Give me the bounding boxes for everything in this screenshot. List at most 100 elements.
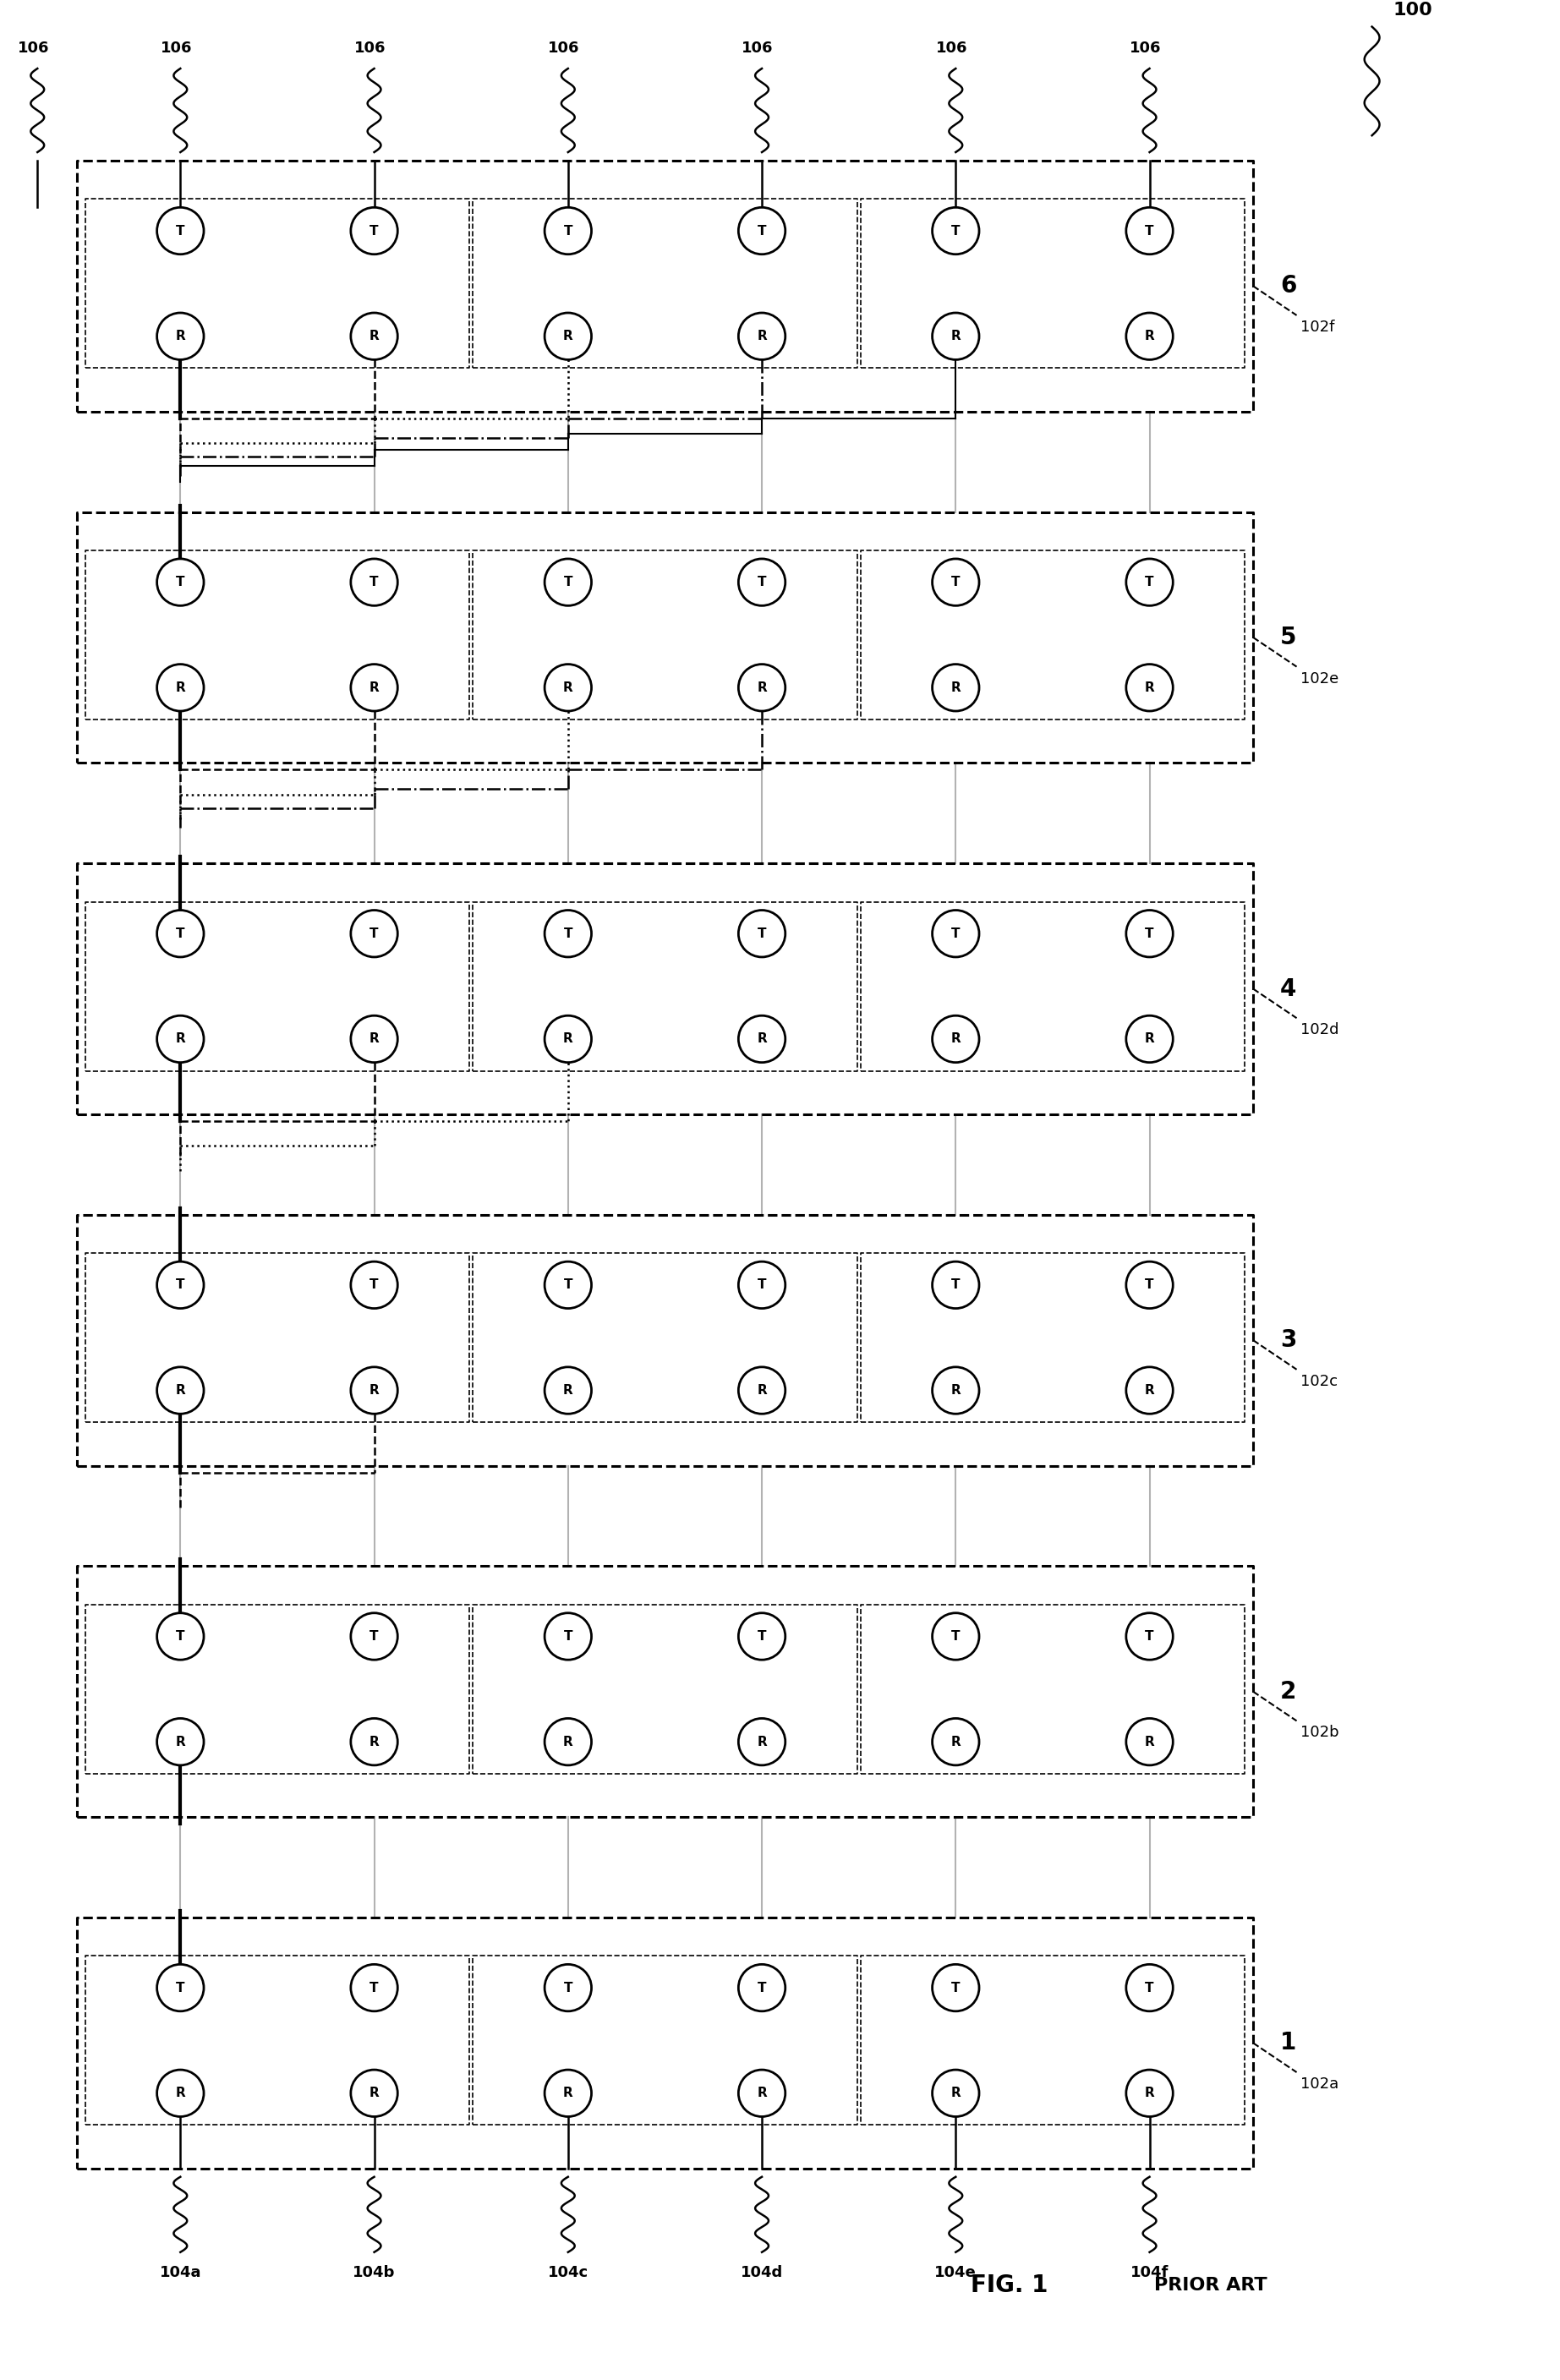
Circle shape	[933, 1016, 980, 1061]
Circle shape	[351, 1016, 398, 1061]
Text: T: T	[952, 224, 959, 238]
Text: R: R	[370, 1385, 379, 1397]
Circle shape	[351, 207, 398, 255]
Circle shape	[351, 312, 398, 359]
Circle shape	[544, 559, 591, 605]
Circle shape	[933, 909, 980, 957]
Text: T: T	[370, 576, 379, 588]
Text: 3: 3	[1279, 1328, 1296, 1352]
Circle shape	[1126, 1366, 1173, 1414]
Text: R: R	[563, 1033, 573, 1045]
Circle shape	[1126, 664, 1173, 712]
Text: T: T	[176, 928, 184, 940]
Text: 106: 106	[161, 40, 192, 57]
Text: 102b: 102b	[1301, 1726, 1340, 1740]
Text: T: T	[563, 1983, 573, 1994]
Text: R: R	[563, 2087, 573, 2099]
Text: 106: 106	[548, 40, 580, 57]
Text: R: R	[563, 331, 573, 343]
Text: PRIOR ART: PRIOR ART	[1154, 2278, 1267, 2294]
Text: R: R	[757, 331, 768, 343]
Circle shape	[158, 1366, 204, 1414]
Circle shape	[158, 909, 204, 957]
Text: R: R	[1145, 1033, 1154, 1045]
Circle shape	[933, 559, 980, 605]
Text: 6: 6	[1279, 274, 1296, 298]
Circle shape	[933, 1964, 980, 2011]
Text: T: T	[1145, 1278, 1154, 1292]
Circle shape	[738, 2071, 785, 2116]
Circle shape	[1126, 1261, 1173, 1309]
Text: T: T	[563, 1630, 573, 1642]
Text: R: R	[1145, 1385, 1154, 1397]
Text: 104b: 104b	[353, 2266, 396, 2280]
Text: T: T	[370, 1983, 379, 1994]
Circle shape	[1126, 559, 1173, 605]
Circle shape	[351, 559, 398, 605]
Text: 104d: 104d	[741, 2266, 783, 2280]
Text: T: T	[952, 1278, 959, 1292]
Text: R: R	[370, 2087, 379, 2099]
Text: T: T	[1145, 928, 1154, 940]
Text: T: T	[758, 224, 766, 238]
Text: 102d: 102d	[1301, 1023, 1340, 1038]
Text: T: T	[176, 1278, 184, 1292]
Circle shape	[1126, 207, 1173, 255]
Circle shape	[158, 1964, 204, 2011]
Circle shape	[544, 1016, 591, 1061]
Text: T: T	[563, 224, 573, 238]
Text: 104c: 104c	[548, 2266, 588, 2280]
Text: T: T	[176, 224, 184, 238]
Text: 102c: 102c	[1301, 1373, 1338, 1390]
Text: R: R	[950, 2087, 961, 2099]
Text: R: R	[175, 1735, 186, 1749]
Text: T: T	[370, 928, 379, 940]
Text: 4: 4	[1279, 978, 1296, 1000]
Text: 102f: 102f	[1301, 319, 1335, 336]
Circle shape	[1126, 312, 1173, 359]
Text: 106: 106	[17, 40, 48, 57]
Circle shape	[738, 1366, 785, 1414]
Text: R: R	[370, 1033, 379, 1045]
Text: R: R	[175, 2087, 186, 2099]
Text: T: T	[563, 1278, 573, 1292]
Circle shape	[738, 312, 785, 359]
Circle shape	[158, 312, 204, 359]
Circle shape	[544, 312, 591, 359]
Text: R: R	[757, 1385, 768, 1397]
Text: T: T	[176, 576, 184, 588]
Text: R: R	[950, 1735, 961, 1749]
Circle shape	[738, 1964, 785, 2011]
Text: R: R	[1145, 2087, 1154, 2099]
Text: 106: 106	[1129, 40, 1161, 57]
Text: FIG. 1: FIG. 1	[970, 2273, 1048, 2297]
Circle shape	[544, 207, 591, 255]
Text: 102a: 102a	[1301, 2075, 1338, 2092]
Text: R: R	[1145, 331, 1154, 343]
Circle shape	[351, 1261, 398, 1309]
Text: T: T	[1145, 1630, 1154, 1642]
Text: R: R	[370, 331, 379, 343]
Text: T: T	[176, 1983, 184, 1994]
Text: 106: 106	[936, 40, 967, 57]
Text: R: R	[950, 1033, 961, 1045]
Text: R: R	[757, 1033, 768, 1045]
Text: T: T	[952, 928, 959, 940]
Text: R: R	[175, 681, 186, 695]
Text: R: R	[1145, 1735, 1154, 1749]
Circle shape	[1126, 909, 1173, 957]
Circle shape	[351, 1614, 398, 1659]
Circle shape	[158, 664, 204, 712]
Text: 5: 5	[1279, 626, 1296, 650]
Text: T: T	[952, 1630, 959, 1642]
Text: R: R	[950, 1385, 961, 1397]
Text: R: R	[563, 1385, 573, 1397]
Text: 104f: 104f	[1131, 2266, 1168, 2280]
Circle shape	[544, 1366, 591, 1414]
Text: T: T	[563, 928, 573, 940]
Text: T: T	[758, 1983, 766, 1994]
Text: R: R	[757, 1735, 768, 1749]
Text: T: T	[952, 576, 959, 588]
Circle shape	[158, 559, 204, 605]
Circle shape	[738, 1016, 785, 1061]
